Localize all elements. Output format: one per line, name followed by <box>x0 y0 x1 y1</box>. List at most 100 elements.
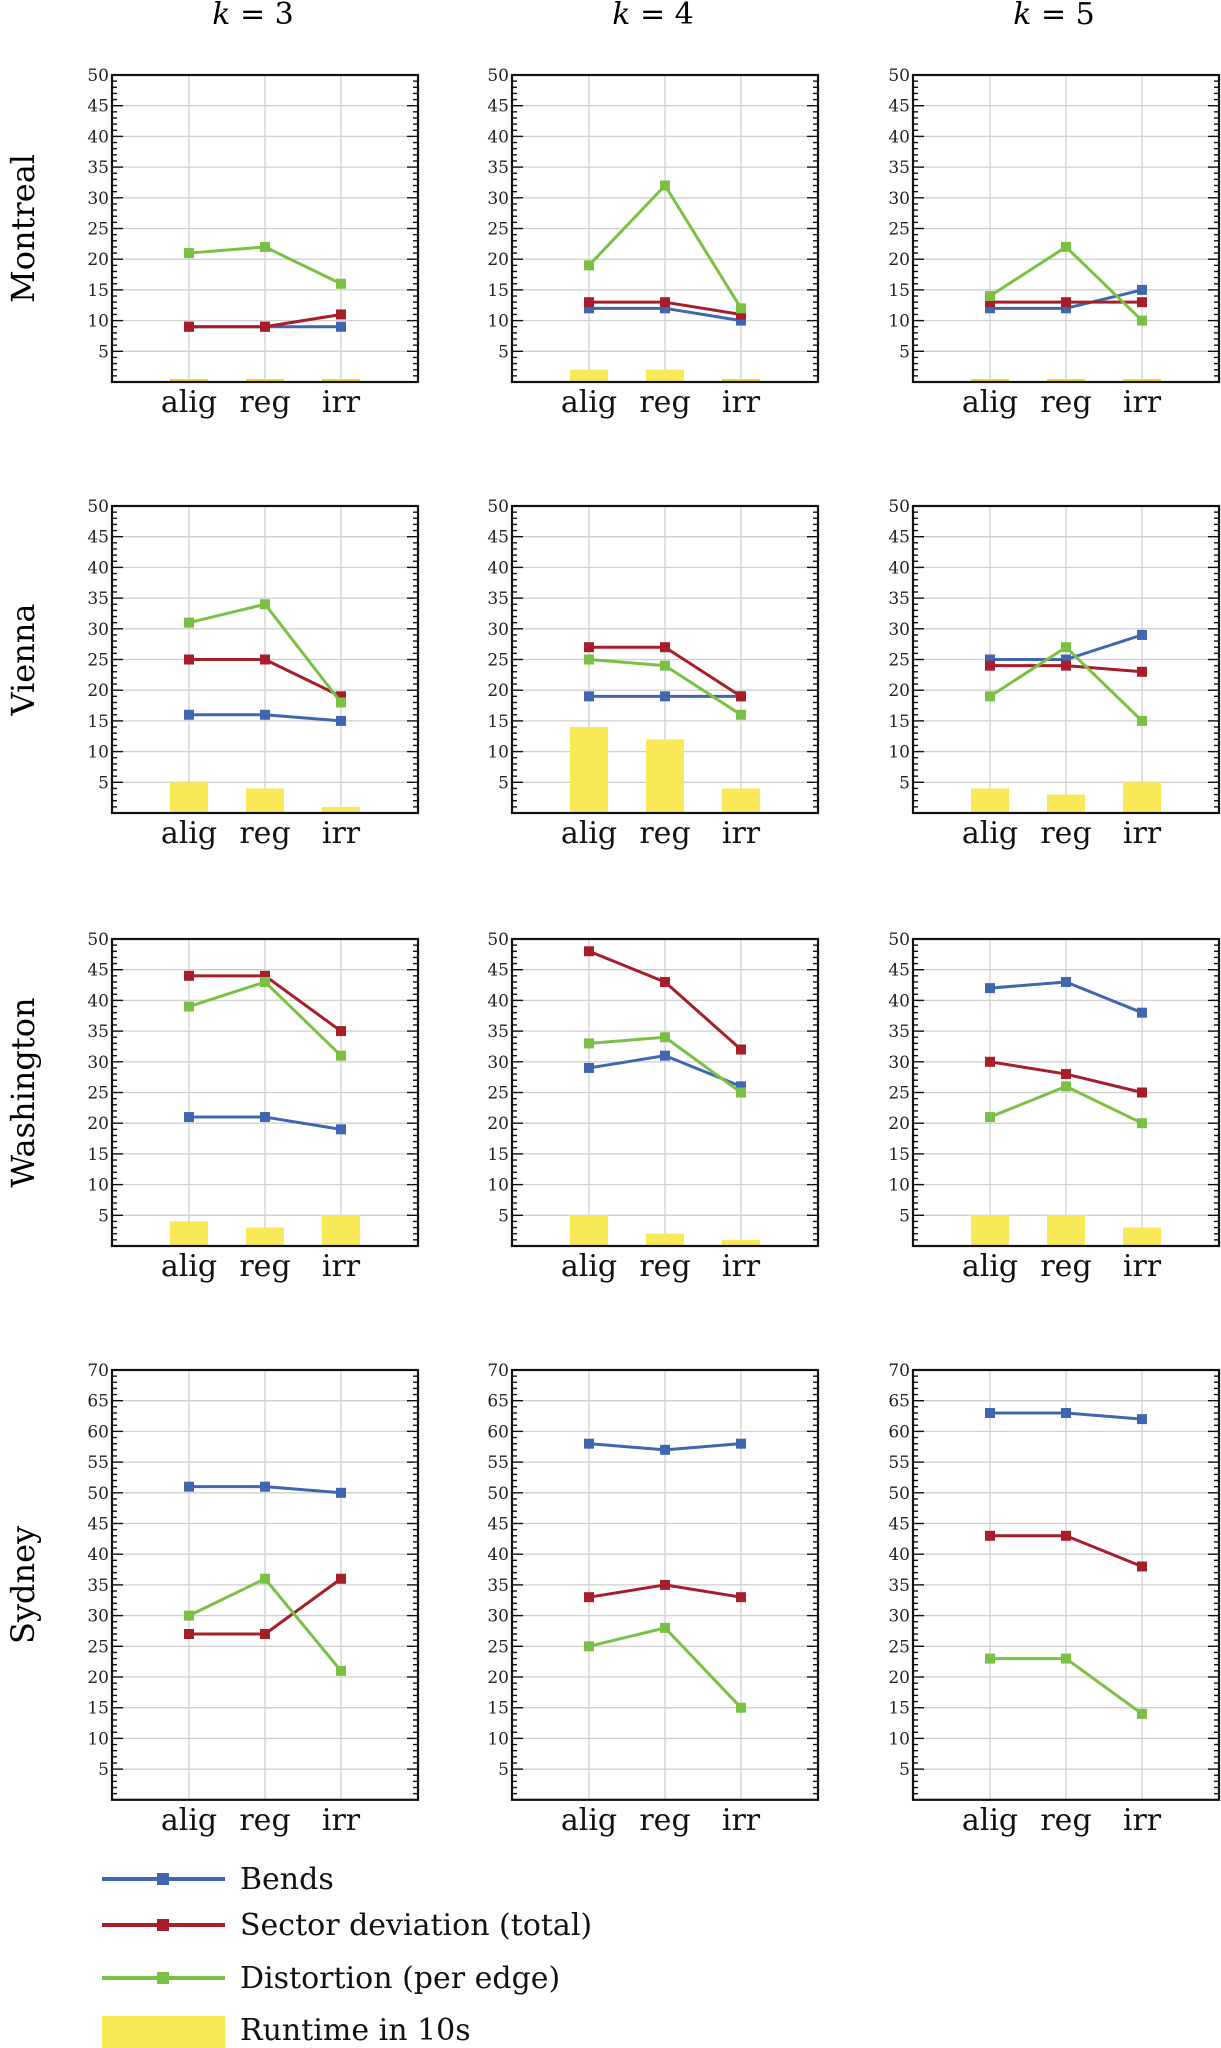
y-tick-label: 30 <box>487 189 509 209</box>
data-point-distortion <box>1137 1708 1147 1719</box>
data-point-sector <box>184 321 194 332</box>
y-tick-label: 20 <box>87 681 109 701</box>
legend-marker-bends <box>157 1873 169 1885</box>
y-tick-label: 50 <box>888 930 910 950</box>
y-tick-label: 50 <box>888 497 910 517</box>
data-point-distortion <box>260 1573 270 1584</box>
x-tick-label: reg <box>639 1249 690 1284</box>
plot-frame <box>510 1368 820 1801</box>
y-tick-label: 25 <box>87 651 109 671</box>
y-tick-label: 65 <box>487 1392 509 1412</box>
x-tick-label: reg <box>1040 1803 1091 1838</box>
y-tick-label: 20 <box>888 681 910 701</box>
data-point-sector <box>336 309 346 320</box>
runtime-bar <box>570 1215 608 1246</box>
panel-sydney-k5: 5 10 15 20 25 30 35 40 45 50 55 60 65 70 alig reg irr <box>888 1361 1221 1838</box>
panel-montreal-k4: 5 10 15 20 25 30 35 40 45 50 alig reg irr <box>487 66 820 420</box>
data-point-bends <box>1137 629 1147 640</box>
data-point-distortion <box>985 1112 995 1123</box>
data-point-bends <box>736 315 746 326</box>
y-tick-label: 25 <box>888 651 910 671</box>
data-point-bends <box>584 303 594 314</box>
data-point-distortion <box>260 599 270 610</box>
data-point-distortion <box>336 697 346 708</box>
legend-label-runtime: Runtime in 10s <box>240 2013 471 2048</box>
data-point-distortion <box>184 617 194 628</box>
column-title-value: = 5 <box>1031 0 1094 32</box>
data-point-sector <box>184 970 194 981</box>
data-point-distortion <box>660 1032 670 1043</box>
x-tick-label: irr <box>722 1249 761 1284</box>
x-tick-label: irr <box>1123 816 1162 851</box>
panel-washington-k5: 5 10 15 20 25 30 35 40 45 50 alig reg irr <box>888 930 1221 1284</box>
plot-frame <box>911 937 1221 1248</box>
y-tick-label: 45 <box>487 528 509 548</box>
y-tick-label: 40 <box>487 991 509 1011</box>
data-point-distortion <box>660 180 670 191</box>
y-tick-label: 65 <box>87 1392 109 1412</box>
runtime-bar <box>1047 1215 1085 1246</box>
data-point-bends <box>336 1487 346 1498</box>
y-tick-label: 10 <box>888 1176 910 1196</box>
legend-item-bends: Bends <box>102 1862 334 1897</box>
data-point-sector <box>336 1573 346 1584</box>
y-tick-label: 10 <box>487 743 509 763</box>
data-point-distortion <box>336 278 346 289</box>
data-point-sector <box>184 654 194 665</box>
data-point-distortion <box>736 1702 746 1713</box>
runtime-bar <box>246 379 284 382</box>
y-tick-label: 40 <box>87 1545 109 1565</box>
data-point-sector <box>736 1044 746 1055</box>
y-tick-label: 70 <box>888 1361 910 1381</box>
data-point-distortion <box>660 1622 670 1633</box>
x-tick-label: alig <box>561 1803 617 1838</box>
x-tick-label: reg <box>639 1803 690 1838</box>
column-title-variable: k <box>612 0 630 32</box>
y-tick-label: 25 <box>87 220 109 240</box>
y-tick-label: 60 <box>87 1422 109 1442</box>
data-point-sector <box>584 642 594 653</box>
y-tick-label: 50 <box>487 930 509 950</box>
data-point-sector <box>584 1592 594 1603</box>
data-point-bends <box>736 1081 746 1092</box>
legend-item-distortion: Distortion (per edge) <box>102 1961 560 1996</box>
y-tick-label: 10 <box>888 312 910 332</box>
runtime-bar <box>570 727 608 813</box>
data-point-distortion <box>1061 642 1071 653</box>
y-tick-label: 5 <box>899 1760 910 1780</box>
y-tick-label: 45 <box>487 961 509 981</box>
data-point-distortion <box>584 260 594 271</box>
y-tick-label: 35 <box>487 1022 509 1042</box>
data-point-distortion <box>660 660 670 671</box>
y-tick-label: 50 <box>487 66 509 86</box>
data-point-sector <box>660 642 670 653</box>
data-point-distortion <box>1137 1118 1147 1129</box>
y-tick-label: 40 <box>87 127 109 147</box>
y-tick-label: 25 <box>888 1637 910 1657</box>
data-point-distortion <box>736 303 746 314</box>
y-tick-label: 25 <box>487 220 509 240</box>
y-tick-label: 25 <box>487 1637 509 1657</box>
legend-label-distortion: Distortion (per edge) <box>240 1961 560 1996</box>
y-tick-label: 20 <box>87 250 109 270</box>
panel-vienna-k4: 5 10 15 20 25 30 35 40 45 50 alig reg irr <box>487 497 820 851</box>
x-tick-label: irr <box>1123 385 1162 420</box>
data-point-bends <box>584 1438 594 1449</box>
y-tick-label: 45 <box>888 1515 910 1535</box>
y-tick-label: 15 <box>888 1145 910 1165</box>
data-point-bends <box>660 691 670 702</box>
y-tick-label: 45 <box>888 528 910 548</box>
y-tick-label: 45 <box>888 97 910 117</box>
y-tick-label: 25 <box>487 651 509 671</box>
data-point-distortion <box>184 1610 194 1621</box>
y-tick-label: 65 <box>888 1392 910 1412</box>
x-tick-label: alig <box>561 1249 617 1284</box>
legend-marker-sector <box>157 1919 169 1931</box>
data-point-sector <box>260 970 270 981</box>
runtime-bar <box>722 1239 760 1246</box>
y-tick-label: 30 <box>487 1053 509 1073</box>
y-tick-label: 30 <box>87 1053 109 1073</box>
y-tick-label: 20 <box>487 681 509 701</box>
y-tick-label: 30 <box>888 189 910 209</box>
y-tick-label: 35 <box>87 589 109 609</box>
